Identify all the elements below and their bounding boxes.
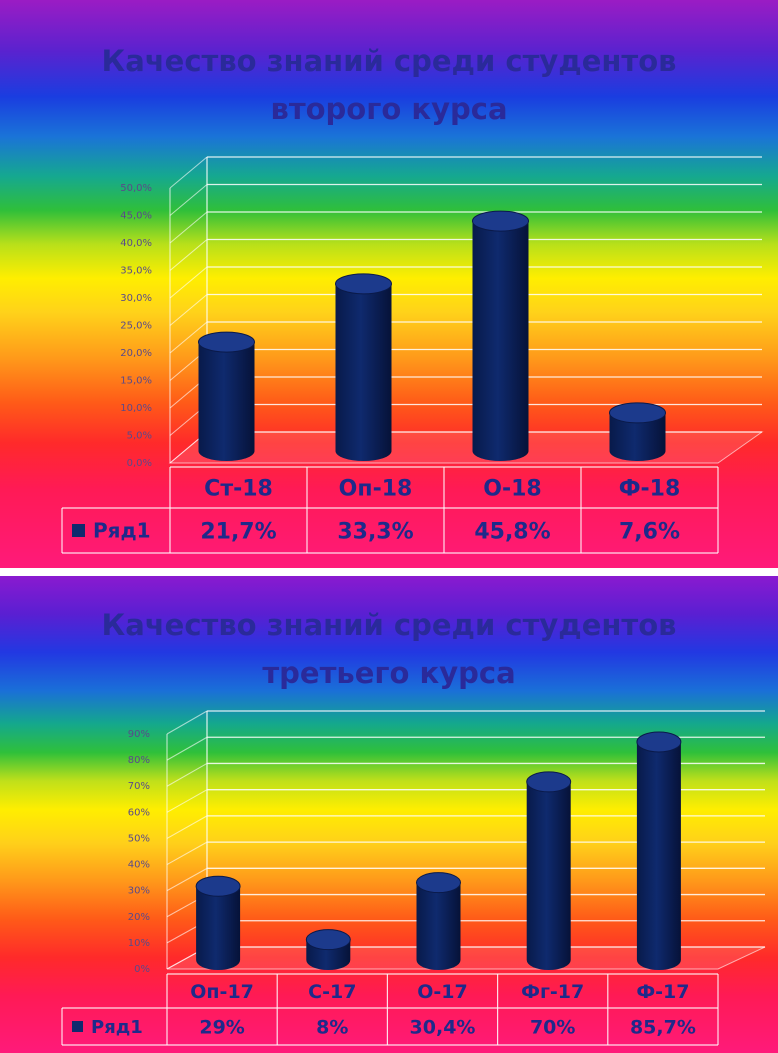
data-label: 29%	[199, 1016, 244, 1038]
legend-swatch	[72, 524, 85, 537]
y-tick-label: 50,0%	[120, 183, 152, 194]
bar-Оп-17	[195, 875, 241, 970]
y-tick-label: 20%	[128, 912, 150, 923]
bar-top	[335, 273, 392, 295]
chart-panel-second-course: Качество знаний среди студентов второго …	[0, 0, 778, 568]
side-gridline	[169, 294, 208, 326]
bar-Ф-18	[609, 402, 666, 462]
chart-title-line2: третьего курса	[262, 656, 516, 690]
data-label: 45,8%	[474, 519, 550, 544]
bar-О-17	[416, 872, 461, 970]
side-gridline	[166, 789, 208, 813]
bar-Оп-18	[335, 273, 392, 462]
y-tick-label: 60%	[128, 807, 150, 818]
side-gridline	[166, 710, 208, 735]
bar-Фг-17	[526, 771, 572, 970]
data-label: 8%	[316, 1016, 348, 1038]
side-gridline	[166, 736, 208, 761]
bar-top	[198, 331, 255, 353]
y-tick-label: 30%	[128, 886, 150, 897]
bar-body	[198, 342, 255, 462]
side-gridline	[166, 815, 208, 839]
y-tick-label: 20,0%	[120, 348, 152, 359]
category-label: Фг-17	[521, 981, 584, 1003]
side-gridline	[166, 762, 208, 787]
y-tick-label: 15,0%	[120, 376, 152, 387]
data-label: 30,4%	[410, 1016, 476, 1038]
y-tick-label: 40,0%	[120, 238, 152, 249]
category-label: Ст-18	[204, 476, 273, 501]
data-label: 21,7%	[200, 519, 276, 544]
data-label: 85,7%	[630, 1016, 696, 1038]
category-label: О-17	[417, 981, 467, 1003]
side-gridline	[169, 211, 208, 244]
bar-top	[195, 875, 241, 897]
side-gridline	[169, 321, 208, 354]
bar-body	[609, 412, 666, 462]
side-gridline	[166, 841, 208, 866]
chart-title-line2: второго курса	[270, 92, 508, 126]
bar-top	[416, 872, 461, 894]
y-tick-label: 40%	[128, 860, 150, 871]
bar-body	[416, 882, 461, 970]
category-label: С-17	[308, 981, 356, 1003]
category-label: Оп-18	[339, 476, 413, 501]
y-tick-label: 25,0%	[120, 321, 152, 332]
side-gridline	[166, 867, 208, 892]
y-tick-label: 90%	[128, 729, 150, 740]
data-label: 7,6%	[619, 519, 680, 544]
y-tick-label: 0,0%	[127, 458, 152, 469]
chart-title-line1: Качество знаний среди студентов	[101, 608, 677, 642]
bar-top	[305, 929, 351, 951]
legend-label: Ряд1	[91, 1017, 143, 1038]
bar-top	[472, 210, 529, 232]
bar-top	[636, 731, 682, 753]
side-gridline	[169, 156, 208, 189]
y-tick-label: 35,0%	[120, 266, 152, 277]
category-label: О-18	[483, 476, 541, 501]
legend-swatch	[72, 1021, 83, 1032]
category-label: Ф-18	[619, 476, 681, 501]
data-label: 70%	[530, 1016, 575, 1038]
y-tick-label: 30,0%	[120, 293, 152, 304]
bar-body	[196, 886, 241, 970]
bar-body	[335, 283, 392, 462]
y-tick-label: 80%	[128, 755, 150, 766]
bar-top	[609, 402, 666, 424]
legend-label: Ряд1	[93, 519, 151, 543]
y-tick-label: 45,0%	[120, 211, 152, 222]
bar-top	[526, 771, 572, 793]
side-gridline	[169, 239, 208, 271]
y-tick-label: 5,0%	[127, 431, 152, 442]
bar-О-18	[472, 210, 529, 462]
y-tick-label: 70%	[128, 781, 150, 792]
bar-Ст-18	[198, 331, 255, 462]
side-gridline	[169, 266, 208, 299]
bar-chart-second-course: 0,0% 5,0% 10,0% 15,0% 20,0% 25,0% 30,0% 35,0% 40…	[72, 156, 764, 545]
chart-panel-third-course: Качество знаний среди студентов третьего…	[0, 576, 778, 1053]
y-tick-label: 50%	[128, 833, 150, 844]
data-label: 33,3%	[337, 519, 413, 544]
side-gridline	[169, 184, 208, 216]
bar-Ф-17	[636, 731, 682, 970]
bar-С-17	[305, 929, 351, 970]
chart-title-line1: Качество знаний среди студентов	[101, 44, 677, 78]
bar-body	[526, 781, 571, 970]
category-label: Оп-17	[190, 981, 254, 1003]
y-tick-label: 10,0%	[120, 403, 152, 414]
bar-chart-third-course: 0% 10% 20% 30% 40% 50% 60% 70% 80% 90% Оп-17 29% С-1…	[61, 710, 766, 1046]
bar-body	[636, 741, 681, 970]
bar-body	[472, 221, 529, 462]
category-label: Ф-17	[636, 981, 689, 1003]
chart-floor	[168, 431, 764, 464]
y-tick-label: 10%	[128, 938, 150, 949]
y-tick-label: 0%	[134, 964, 150, 975]
